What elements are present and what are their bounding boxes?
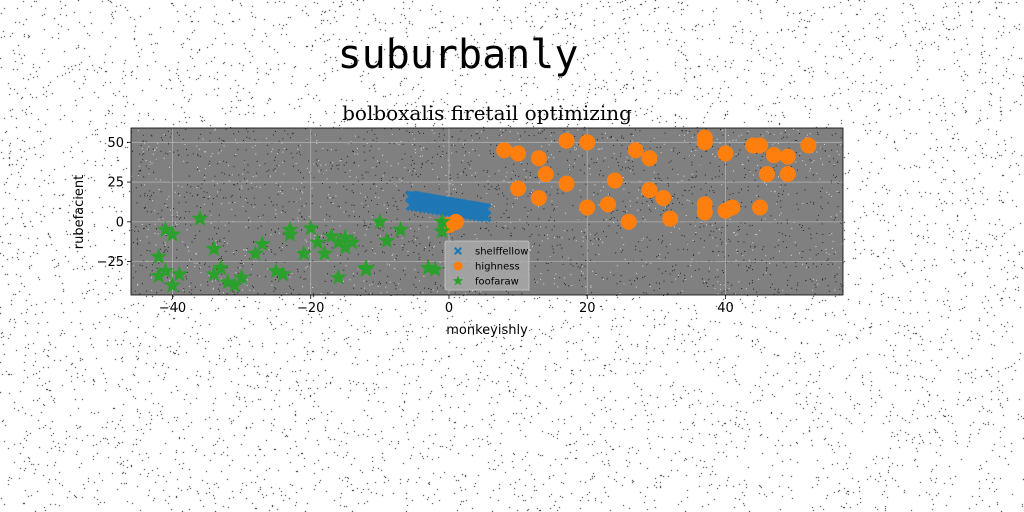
data-point-highness (655, 189, 672, 206)
series-highness (440, 129, 817, 234)
data-point-foofaraw (378, 231, 396, 249)
legend-marker-foofaraw (452, 275, 464, 286)
x-tick-label: 0 (445, 301, 453, 316)
data-point-foofaraw (433, 212, 451, 230)
series-foofaraw (150, 209, 451, 293)
data-point-foofaraw (336, 238, 354, 255)
data-point-highness (620, 213, 637, 230)
data-point-highness (447, 213, 464, 230)
data-point-highness (496, 142, 513, 159)
data-point-highness (752, 199, 769, 216)
data-point-highness (641, 182, 658, 199)
data-point-highness (641, 150, 658, 167)
data-point-foofaraw (246, 244, 264, 261)
y-tick-label: 0 (116, 215, 124, 230)
data-point-foofaraw (150, 266, 168, 284)
data-point-foofaraw (191, 209, 209, 226)
data-point-foofaraw (329, 268, 347, 285)
data-point-foofaraw (371, 212, 389, 230)
data-point-foofaraw (392, 220, 410, 238)
data-point-shelffellow (479, 210, 492, 223)
data-point-highness (510, 145, 527, 162)
data-point-highness (558, 132, 575, 149)
axis-ticks: −40 −20 0 20 40 −25 0 25 50 (97, 136, 734, 316)
data-point-highness (765, 147, 782, 164)
legend-marker-shelffellow (454, 247, 462, 255)
legend: shelffellow highness foofaraw (444, 240, 530, 291)
legend-label-foofaraw: foofaraw (475, 277, 519, 288)
data-point-foofaraw (357, 260, 375, 277)
data-point-foofaraw (253, 235, 271, 252)
x-tick-label: −40 (159, 301, 186, 316)
legend-label-highness: highness (475, 262, 520, 273)
data-point-highness (530, 189, 547, 206)
data-point-highness (579, 199, 596, 216)
data-point-highness (696, 204, 713, 221)
data-point-foofaraw (205, 239, 223, 257)
data-point-foofaraw (226, 276, 244, 293)
data-point-foofaraw (150, 247, 168, 265)
figure-suptitle: suburbanly (337, 32, 579, 78)
data-point-foofaraw (295, 244, 313, 261)
data-point-highness (758, 166, 775, 183)
data-point-highness (599, 196, 616, 213)
data-point-foofaraw (157, 262, 175, 279)
data-point-highness (606, 172, 623, 189)
x-tick-label: 20 (579, 301, 596, 316)
data-point-foofaraw (274, 265, 292, 282)
data-point-foofaraw (170, 265, 188, 282)
data-point-foofaraw (336, 228, 354, 246)
chart-title: bolboxalis firetail optimizing (342, 101, 632, 125)
legend-box (444, 240, 530, 291)
data-point-highness (558, 175, 575, 192)
data-point-foofaraw (302, 219, 320, 236)
x-tick-label: −20 (297, 301, 324, 316)
plot-frame (130, 127, 844, 296)
data-point-foofaraw (205, 265, 223, 282)
y-axis-label: rubefacient (72, 175, 87, 249)
y-tick-label: −25 (97, 255, 124, 270)
data-point-highness (579, 134, 596, 151)
data-point-foofaraw (157, 220, 175, 238)
data-point-foofaraw (163, 276, 182, 293)
data-point-highness (779, 166, 796, 183)
data-point-highness (510, 180, 527, 197)
data-point-foofaraw (281, 225, 299, 242)
data-point-foofaraw (219, 273, 237, 290)
data-point-highness (724, 199, 741, 216)
data-point-foofaraw (329, 233, 347, 250)
y-tick-label: 50 (107, 136, 124, 151)
data-point-highness (530, 150, 547, 167)
series-layer (150, 129, 817, 293)
data-point-foofaraw (433, 222, 451, 239)
data-point-highness (537, 166, 554, 183)
series-shelffellow (404, 190, 492, 223)
data-point-highness (627, 142, 644, 159)
data-point-foofaraw (426, 260, 444, 277)
x-tick-label: 40 (717, 301, 734, 316)
data-point-highness (717, 145, 734, 162)
data-point-highness (800, 137, 817, 154)
y-tick-label: 25 (107, 176, 124, 191)
data-point-highness (662, 210, 679, 227)
data-point-highness (696, 134, 713, 151)
data-point-highness (779, 148, 796, 165)
legend-marker-highness (453, 261, 463, 271)
data-point-foofaraw (309, 233, 327, 250)
data-point-foofaraw (233, 268, 251, 285)
data-point-foofaraw (267, 262, 285, 279)
data-point-foofaraw (322, 227, 341, 244)
data-point-foofaraw (212, 258, 230, 276)
x-axis-label: monkeyishly (446, 323, 528, 338)
legend-label-shelffellow: shelffellow (475, 247, 528, 258)
data-point-foofaraw (163, 225, 182, 242)
data-point-foofaraw (315, 244, 334, 261)
data-point-highness (752, 137, 769, 154)
data-point-foofaraw (343, 233, 361, 250)
